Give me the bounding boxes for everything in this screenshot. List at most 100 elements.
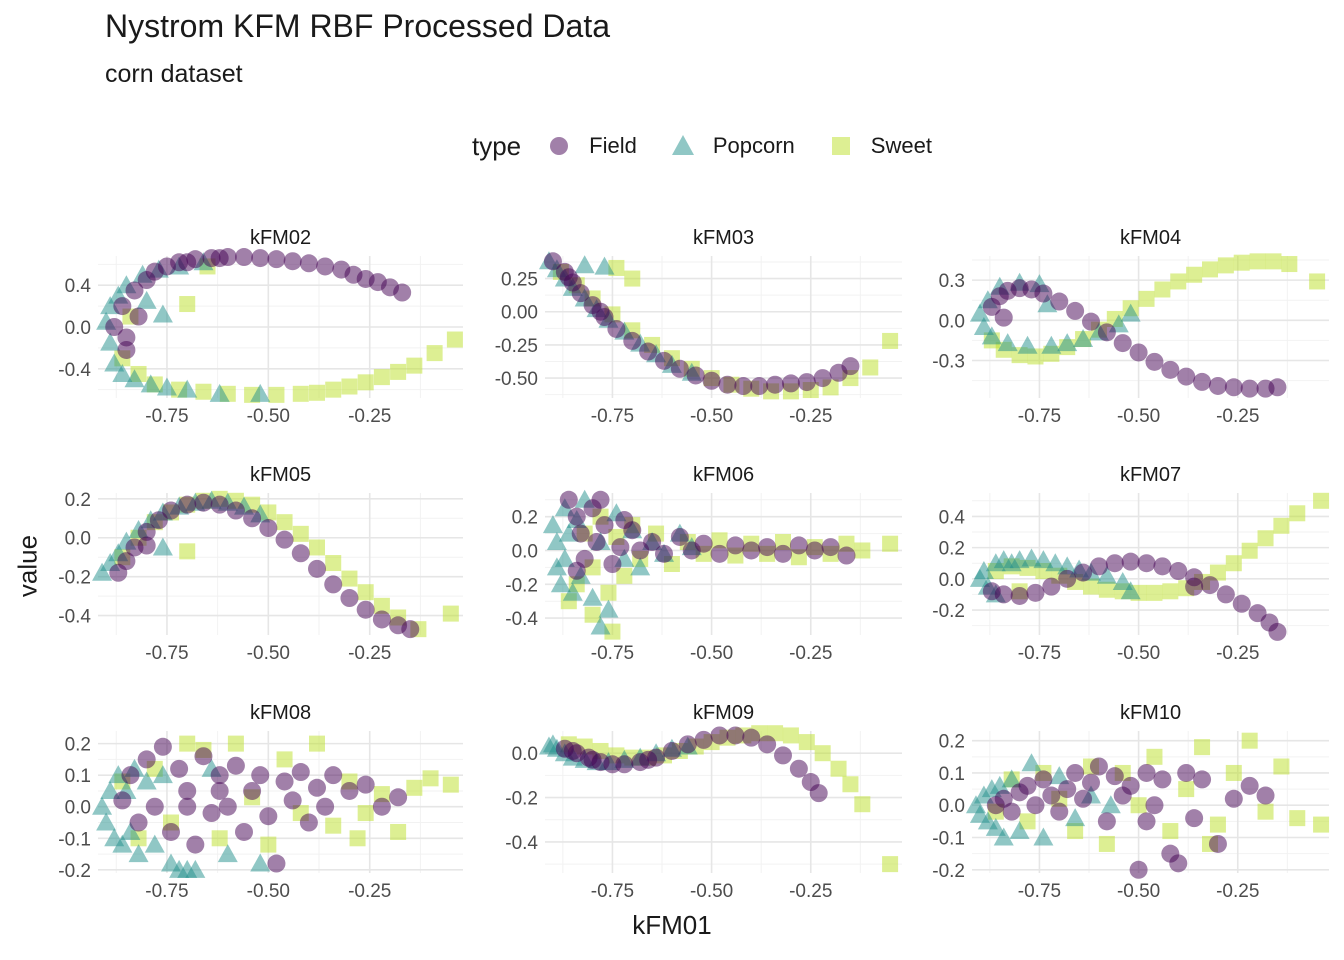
- field-point: [1193, 770, 1212, 789]
- popcorn-point: [1041, 335, 1062, 354]
- field-point: [1034, 284, 1053, 303]
- sweet-point: [1162, 823, 1179, 840]
- sweet-point: [1194, 739, 1211, 756]
- field-point: [137, 750, 156, 769]
- field-point: [686, 366, 705, 385]
- field-point: [372, 797, 391, 816]
- field-point: [149, 511, 168, 530]
- field-point: [805, 541, 824, 560]
- facet-strip-label: kFM07: [1120, 464, 1181, 486]
- sweet-point: [1289, 810, 1306, 827]
- y-tick-label: 0.0: [65, 529, 91, 550]
- popcorn-point: [152, 304, 173, 323]
- y-tick-label: 0.00: [501, 303, 538, 324]
- sweet-point: [309, 384, 325, 401]
- facet-panel-kfm06: kFM06 -0.75 -0.50 -0.25 0.2 0.0 -0.2 -0.4: [505, 464, 902, 664]
- popcorn-point: [594, 256, 615, 275]
- field-point: [105, 318, 124, 336]
- field-point: [710, 544, 729, 563]
- y-tick-label: 0.2: [65, 490, 91, 511]
- y-tick-label: -0.2: [932, 861, 965, 882]
- field-point: [781, 374, 800, 393]
- field-point: [251, 766, 270, 785]
- x-tick-label: -0.25: [789, 881, 832, 902]
- sweet-point: [1265, 253, 1282, 270]
- y-tick-label: -0.25: [495, 336, 538, 357]
- x-tick-label: -0.75: [1018, 643, 1061, 664]
- legend: type Field Popcorn Sweet: [472, 126, 962, 166]
- y-tick-label: 0.0: [65, 798, 91, 819]
- sweet-point: [1257, 803, 1274, 820]
- popcorn-point: [1120, 581, 1141, 600]
- field-point: [841, 357, 860, 376]
- sweet-point: [604, 623, 621, 640]
- sweet-point: [862, 359, 879, 376]
- field-point: [718, 375, 737, 394]
- popcorn-point: [112, 363, 133, 382]
- field-point: [340, 781, 359, 800]
- field-point: [1153, 557, 1172, 576]
- sweet-point: [624, 270, 641, 287]
- field-point: [750, 377, 769, 396]
- popcorn-point: [1009, 821, 1030, 840]
- popcorn-point: [100, 332, 121, 351]
- popcorn-point: [562, 582, 583, 601]
- field-point: [113, 297, 132, 316]
- field-point: [1161, 360, 1180, 379]
- field-point: [694, 730, 713, 749]
- field-point: [583, 750, 602, 769]
- popcorn-point: [250, 383, 271, 402]
- field-point: [567, 561, 586, 580]
- field-point: [153, 737, 172, 756]
- sweet-point: [1249, 253, 1266, 270]
- popcorn-point: [1057, 333, 1078, 352]
- y-tick-label: -0.1: [932, 829, 965, 850]
- sweet-point: [373, 786, 390, 803]
- square-marker-icon: [831, 137, 850, 155]
- y-tick-label: -0.2: [932, 601, 965, 622]
- popcorn-point: [997, 333, 1018, 352]
- field-point: [587, 533, 606, 552]
- y-tick-label: 0.1: [939, 764, 965, 785]
- sweet-point: [1281, 256, 1298, 273]
- field-point: [1145, 796, 1164, 815]
- facet-panel-kfm02: kFM02 -0.75 -0.50 -0.25 0.4 0.0 -0.4: [58, 227, 463, 427]
- field-point: [1034, 770, 1053, 789]
- field-point: [615, 511, 634, 530]
- sweet-point: [1178, 781, 1195, 798]
- field-point: [1185, 809, 1204, 828]
- sweet-point: [1241, 542, 1258, 559]
- legend-item-field: Field: [543, 130, 637, 162]
- popcorn-point: [542, 515, 563, 534]
- field-point: [670, 527, 689, 546]
- sweet-point: [1217, 257, 1234, 274]
- popcorn-point: [1057, 556, 1078, 575]
- field-point: [125, 281, 144, 300]
- sweet-point: [325, 381, 342, 398]
- sweet-point: [406, 779, 423, 796]
- field-point: [372, 610, 391, 629]
- field-point: [267, 250, 286, 269]
- popcorn-point: [96, 812, 117, 831]
- y-tick-label: 0.2: [65, 735, 91, 756]
- popcorn-point: [969, 303, 990, 322]
- sweet-point: [1019, 813, 1036, 830]
- field-point: [283, 791, 302, 810]
- popcorn-point: [1100, 795, 1121, 814]
- x-tick-label: -0.50: [247, 406, 290, 427]
- field-point: [162, 822, 180, 841]
- field-point: [758, 538, 777, 557]
- field-point: [1216, 585, 1235, 604]
- popcorn-point: [128, 844, 149, 863]
- legend-item-sweet: Sweet: [825, 130, 932, 162]
- field-point: [766, 375, 785, 394]
- popcorn-point: [1112, 571, 1133, 590]
- field-point: [655, 544, 673, 563]
- field-point: [1042, 577, 1061, 596]
- popcorn-point: [973, 561, 994, 580]
- field-point: [194, 493, 213, 512]
- sweet-point: [276, 514, 293, 531]
- sweet-point: [1257, 530, 1274, 547]
- field-point: [178, 797, 197, 816]
